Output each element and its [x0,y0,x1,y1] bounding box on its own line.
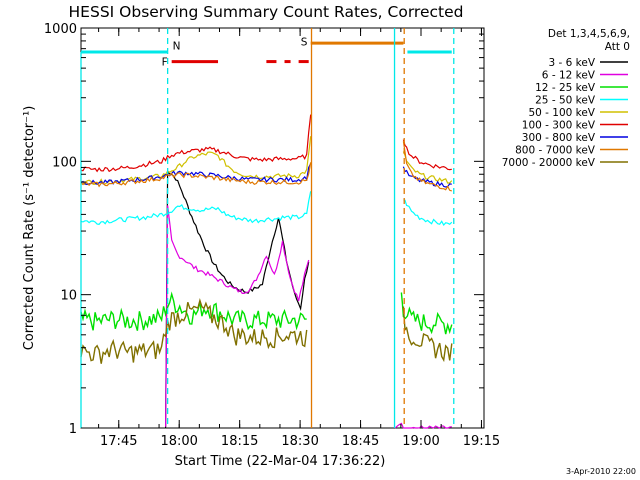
ticks: 17:45 18:00 18:15 18:30 18:45 19:00 19:15 1 10 10… [44,22,500,449]
legend-label-6: 300 - 800 keV [522,132,596,144]
traces [80,114,453,429]
flag-label-n: N [173,40,181,52]
vertical-lines [80,28,455,428]
flag-label-f: F [162,57,168,69]
x-tick-label-4: 18:45 [342,434,379,449]
x-tick-label-2: 18:15 [221,434,258,449]
legend-label-7: 800 - 7000 keV [515,145,596,157]
chart-title: HESSI Observing Summary Count Rates, Cor… [69,3,464,21]
series-line-1 [165,205,452,429]
date-stamp: 3-Apr-2010 22:00 [566,467,636,476]
series-line-2 [80,291,453,335]
x-axis-label: Start Time (22-Mar-04 17:36:22) [175,454,386,469]
x-tick-label-1: 18:00 [160,434,197,449]
flag-label-s: S [301,37,308,49]
plot-frame [80,27,485,429]
y-tick-label-3: 1000 [44,22,77,37]
x-tick-label-6: 19:15 [463,434,500,449]
series-line-8 [80,298,453,364]
x-tick-label-3: 18:30 [281,434,318,449]
legend-label-2: 12 - 25 keV [535,82,596,94]
legend-header-line-2: Att 0 [605,41,630,53]
legend-label-0: 3 - 6 keV [548,57,595,69]
legend-label-1: 6 - 12 keV [542,70,596,82]
series-line-5 [80,114,452,173]
x-tick-label-5: 19:00 [402,434,439,449]
series-line-0 [165,171,310,429]
legend-label-8: 7000 - 20000 keV [502,157,596,169]
legend-header-line-1: Det 1,3,4,5,6,9, [548,28,630,40]
x-tick-label-0: 17:45 [100,434,137,449]
y-axis-label-group: Corrected Count Rate (s⁻¹ detector⁻¹) [22,106,37,351]
plot-area: NFS 17:45 18:00 18:15 18:30 18:45 19:00 19:151… [44,22,500,449]
y-tick-label-0: 1 [69,422,77,437]
series-line-3 [80,191,453,227]
flags: NF S [81,37,452,69]
y-tick-label-2: 100 [52,155,77,170]
y-tick-label-1: 10 [60,289,77,304]
legend-label-4: 50 - 100 keV [528,107,595,119]
y-axis-label: Corrected Count Rate (s⁻¹ detector⁻¹) [22,106,37,351]
legend-label-5: 100 - 300 keV [522,120,596,132]
series-line-7 [80,141,452,192]
legend-label-3: 25 - 50 keV [535,95,596,107]
